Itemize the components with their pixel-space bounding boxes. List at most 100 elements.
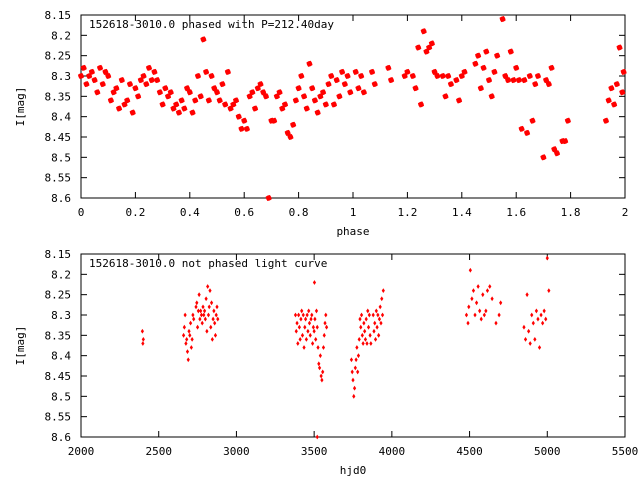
data-point xyxy=(375,324,379,330)
data-point xyxy=(483,48,490,55)
data-point xyxy=(300,332,305,338)
data-point xyxy=(366,308,370,314)
data-point xyxy=(361,341,365,346)
data-point xyxy=(252,105,259,112)
data-point xyxy=(315,434,319,440)
data-point xyxy=(216,316,220,322)
y-tick-label: 8.45 xyxy=(45,131,72,144)
data-point xyxy=(175,109,182,116)
data-point xyxy=(507,48,514,55)
data-point xyxy=(526,72,533,80)
data-point xyxy=(307,320,312,326)
data-point xyxy=(499,16,506,23)
data-point xyxy=(479,316,483,322)
data-point xyxy=(318,353,322,359)
data-point xyxy=(380,312,385,318)
data-point xyxy=(276,89,283,96)
data-point xyxy=(188,332,192,338)
y-tick-label: 8.55 xyxy=(45,411,72,424)
data-point xyxy=(539,312,543,318)
data-point xyxy=(477,85,484,92)
data-point xyxy=(249,89,256,96)
data-point xyxy=(311,97,318,104)
data-point xyxy=(213,89,221,96)
data-point xyxy=(140,72,147,80)
data-point xyxy=(616,44,623,51)
data-point xyxy=(490,296,494,302)
data-point xyxy=(321,345,326,350)
data-point xyxy=(313,316,317,322)
data-point xyxy=(365,341,369,346)
data-point xyxy=(200,320,204,326)
data-point xyxy=(461,68,468,75)
x-tick-label: 5500 xyxy=(612,445,639,458)
data-point xyxy=(124,97,131,104)
x-tick-label: 1.8 xyxy=(561,206,581,219)
data-point xyxy=(321,369,325,375)
data-point xyxy=(199,312,204,318)
data-point xyxy=(204,296,208,302)
y-tick-label: 8.45 xyxy=(45,370,72,383)
data-point xyxy=(96,64,104,71)
data-point xyxy=(473,312,477,318)
data-point xyxy=(83,81,90,88)
data-point xyxy=(190,337,194,342)
y-tick-label: 8.5 xyxy=(51,151,71,164)
data-point xyxy=(293,312,298,318)
data-point xyxy=(305,312,309,318)
data-point xyxy=(80,64,87,71)
data-point xyxy=(356,353,361,359)
data-point xyxy=(145,64,153,71)
data-point xyxy=(209,324,213,330)
data-point xyxy=(185,337,189,342)
data-point xyxy=(355,85,362,92)
y-tick-label: 8.4 xyxy=(51,111,71,124)
data-point xyxy=(344,72,351,80)
y-tick-label: 8.15 xyxy=(45,248,72,261)
data-point xyxy=(470,296,474,302)
data-point xyxy=(363,328,367,334)
data-point xyxy=(613,81,620,88)
data-point xyxy=(303,324,307,330)
data-point xyxy=(453,77,460,84)
data-point xyxy=(184,341,188,346)
data-point xyxy=(181,105,188,112)
data-point xyxy=(605,97,612,104)
x-tick-label: 4500 xyxy=(456,445,483,458)
data-point xyxy=(116,105,123,112)
data-point xyxy=(301,312,305,318)
data-point xyxy=(314,337,318,342)
data-point xyxy=(262,93,270,100)
unphased-data-points xyxy=(140,255,551,440)
data-point xyxy=(353,365,357,371)
data-point xyxy=(497,312,501,318)
x-tick-label: 1 xyxy=(350,206,357,219)
data-point xyxy=(207,304,211,310)
data-point xyxy=(324,324,329,330)
data-point xyxy=(265,194,272,202)
data-point xyxy=(530,312,534,318)
data-point xyxy=(148,77,155,84)
data-point xyxy=(551,146,558,153)
x-tick-label: 0.8 xyxy=(289,206,309,219)
data-point xyxy=(378,304,382,310)
data-point xyxy=(502,72,509,80)
data-point xyxy=(290,121,297,128)
data-point xyxy=(300,93,308,100)
data-point xyxy=(215,304,219,310)
phased-chart-title: 152618-3010.0 phased with P=212.40day xyxy=(89,18,334,31)
data-point xyxy=(373,320,377,326)
data-point xyxy=(325,81,332,88)
data-point xyxy=(194,304,198,310)
y-tick-label: 8.2 xyxy=(51,29,71,42)
data-point xyxy=(523,337,528,342)
data-point xyxy=(257,81,264,88)
data-point xyxy=(357,337,361,342)
data-point xyxy=(510,77,517,84)
phased-light-curve-chart: 0 0.2 0.4 0.6 0.8 1 1.2 1.4 1.6 1.8 2 8.15 8.2 8.25 8.… xyxy=(14,9,628,238)
data-point xyxy=(296,341,300,346)
data-point xyxy=(466,320,470,326)
data-point xyxy=(260,89,267,96)
data-point xyxy=(287,133,294,141)
data-point xyxy=(197,93,204,100)
